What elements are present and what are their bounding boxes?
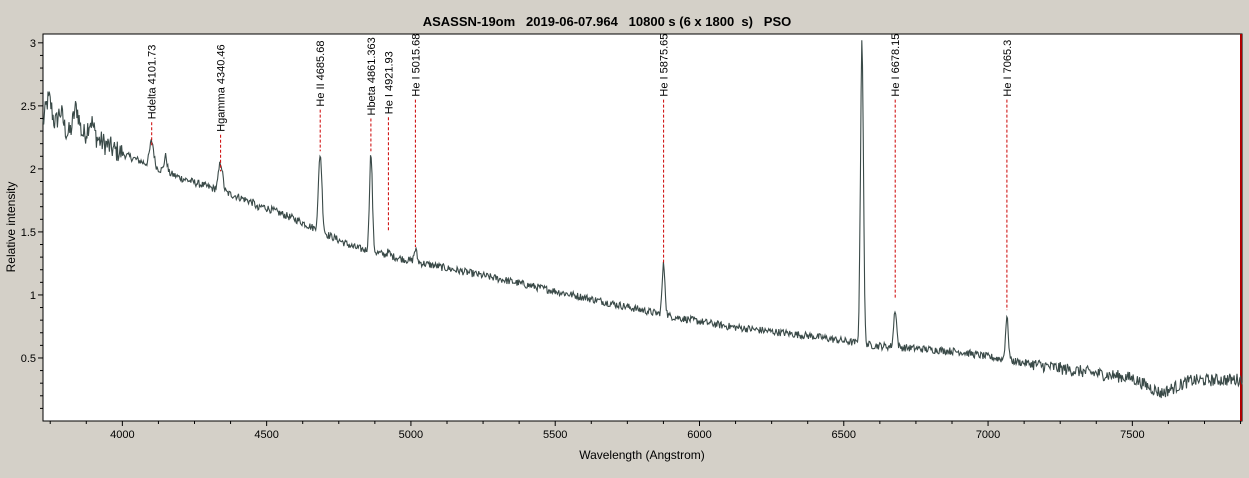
y-tick-label-3: 2 xyxy=(30,164,36,176)
x-tick-label-6: 7000 xyxy=(976,429,1000,441)
line-label-7: He I 6678.15 xyxy=(890,34,902,97)
line-label-2: He II 4685.68 xyxy=(315,41,327,107)
x-tick-label-5: 6500 xyxy=(832,429,856,441)
x-tick-label-3: 5500 xyxy=(543,429,567,441)
x-tick-label-0: 4000 xyxy=(110,429,134,441)
x-tick-label-4: 6000 xyxy=(687,429,711,441)
line-label-5: He I 5015.68 xyxy=(410,34,422,97)
x-tick-label-1: 4500 xyxy=(254,429,278,441)
line-label-3: Hbeta 4861.363 xyxy=(366,37,378,115)
y-tick-label-5: 3 xyxy=(30,38,36,50)
x-axis-label: Wavelength (Angstrom) xyxy=(579,448,705,462)
y-tick-label-0: 0.5 xyxy=(21,353,36,365)
line-label-0: Hdelta 4101.73 xyxy=(147,45,159,120)
line-label-1: Hgamma 4340.46 xyxy=(216,44,228,131)
y-tick-label-4: 2.5 xyxy=(21,101,36,113)
chart-title: ASASSN-19om 2019-06-07.964 10800 s (6 x … xyxy=(423,14,792,29)
axes: 4000 4500 5000 5500 6000 6500 7000 7500 0.5 1 1.5 2… xyxy=(21,38,1242,441)
x-tick-label-7: 7500 xyxy=(1120,429,1144,441)
line-label-8: He I 7065.3 xyxy=(1002,40,1014,97)
y-tick-label-1: 1 xyxy=(30,290,36,302)
line-markers: Hdelta 4101.73 Hgamma 4340.46 He II 4685.6… xyxy=(147,34,1014,311)
plot-area xyxy=(42,33,1243,422)
x-tick-label-2: 5000 xyxy=(399,429,423,441)
spectrum-layer xyxy=(42,40,1243,399)
y-axis-label: Relative intensity xyxy=(4,182,18,273)
y-tick-label-2: 1.5 xyxy=(21,227,36,239)
line-label-4: He I 4921.93 xyxy=(383,51,395,114)
spectrum-series xyxy=(42,40,1243,399)
line-label-6: He I 5875.65 xyxy=(659,34,671,97)
